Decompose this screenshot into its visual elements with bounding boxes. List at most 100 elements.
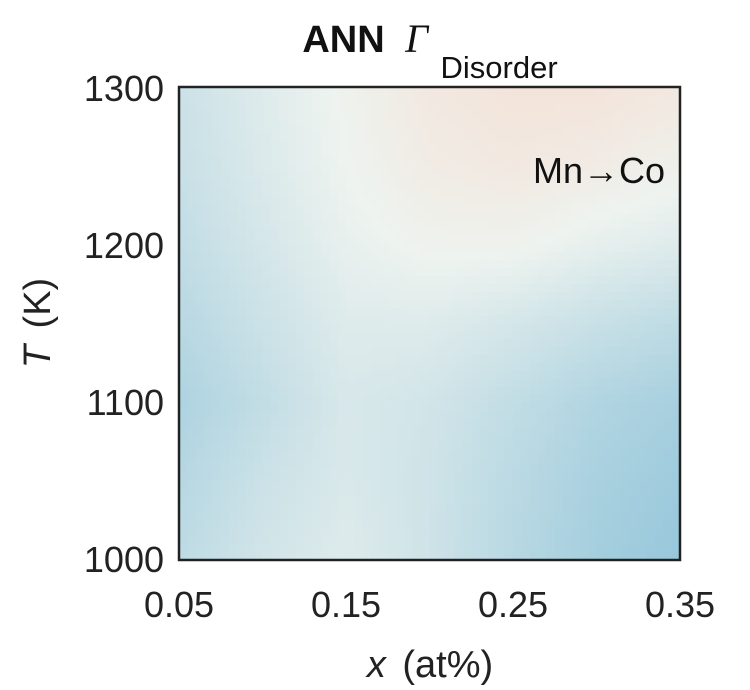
heatmap-cell xyxy=(471,252,481,262)
heatmap-cell xyxy=(362,362,372,372)
heatmap-cell xyxy=(646,284,656,293)
heatmap-cell xyxy=(254,331,264,340)
heatmap-cell xyxy=(579,331,589,340)
heatmap-cell xyxy=(329,402,339,411)
heatmap-cell xyxy=(571,205,581,214)
heatmap-cell xyxy=(179,323,188,332)
heatmap-cell xyxy=(513,236,522,246)
heatmap-cell xyxy=(220,102,230,112)
heatmap-cell xyxy=(354,481,364,490)
heatmap-cell xyxy=(546,118,556,128)
heatmap-cell xyxy=(412,441,422,451)
heatmap-cell xyxy=(204,433,213,443)
heatmap-cell xyxy=(362,94,372,104)
heatmap-cell xyxy=(262,323,272,332)
heatmap-cell xyxy=(237,134,247,143)
heatmap-cell xyxy=(663,150,673,159)
heatmap-cell xyxy=(287,473,297,482)
heatmap-cell xyxy=(446,276,456,285)
heatmap-cell xyxy=(254,355,264,364)
heatmap-cell xyxy=(354,165,364,175)
heatmap-cell xyxy=(654,347,664,356)
heatmap-cell xyxy=(295,228,305,238)
heatmap-cell xyxy=(496,142,506,151)
heatmap-cell xyxy=(588,512,598,522)
heatmap-cell xyxy=(521,425,531,435)
heatmap-cell xyxy=(571,252,581,262)
heatmap-cell xyxy=(279,394,289,403)
heatmap-cell xyxy=(262,244,272,254)
heatmap-cell xyxy=(346,370,355,380)
heatmap-cell xyxy=(362,284,372,293)
heatmap-cell xyxy=(588,142,598,151)
heatmap-cell xyxy=(579,173,589,183)
heatmap-cell xyxy=(454,552,464,560)
heatmap-cell xyxy=(220,544,230,553)
heatmap-cell xyxy=(329,244,339,254)
heatmap-cell xyxy=(437,489,447,498)
heatmap-cell xyxy=(446,378,456,388)
heatmap-cell xyxy=(454,252,464,262)
heatmap-cell xyxy=(487,126,497,135)
heatmap-cell xyxy=(237,394,247,403)
heatmap-cell xyxy=(446,102,456,112)
heatmap-cell xyxy=(412,252,422,262)
heatmap-cell xyxy=(329,299,339,309)
heatmap-cell xyxy=(237,378,247,388)
heatmap-cell xyxy=(538,370,547,380)
heatmap-cell xyxy=(521,126,531,135)
heatmap-cell xyxy=(513,378,522,388)
heatmap-cell xyxy=(429,323,439,332)
heatmap-cell xyxy=(254,339,264,348)
heatmap-cell xyxy=(604,520,614,530)
heatmap-cell xyxy=(563,165,573,175)
heatmap-cell xyxy=(579,181,589,191)
heatmap-cell xyxy=(513,315,522,325)
heatmap-cell xyxy=(538,189,547,198)
heatmap-cell xyxy=(504,126,514,135)
heatmap-cell xyxy=(496,552,506,560)
heatmap-cell xyxy=(479,355,489,364)
heatmap-cell xyxy=(579,481,589,490)
heatmap-cell xyxy=(304,433,314,443)
heatmap-cell xyxy=(396,110,406,120)
heatmap-cell xyxy=(604,425,614,435)
heatmap-cell xyxy=(638,331,648,340)
heatmap-cell xyxy=(387,544,397,553)
heatmap-cell xyxy=(554,489,564,498)
heatmap-cell xyxy=(563,221,573,230)
heatmap-cell xyxy=(371,362,380,372)
heatmap-cell xyxy=(262,402,272,411)
heatmap-cell xyxy=(496,94,506,104)
heatmap-cell xyxy=(462,268,472,277)
heatmap-cell xyxy=(245,355,255,364)
heatmap-cell xyxy=(546,457,556,466)
heatmap-cell xyxy=(421,489,431,498)
heatmap-cell xyxy=(320,378,330,388)
heatmap-cell xyxy=(237,410,247,419)
heatmap-cell xyxy=(663,291,673,301)
heatmap-cell xyxy=(187,370,197,380)
heatmap-cell xyxy=(404,165,414,175)
heatmap-cell xyxy=(471,228,481,238)
heatmap-cell xyxy=(287,347,297,356)
heatmap-cell xyxy=(329,496,339,506)
heatmap-cell xyxy=(387,213,397,222)
heatmap-cell xyxy=(554,102,564,112)
heatmap-cell xyxy=(379,142,389,151)
heatmap-cell xyxy=(437,268,447,277)
heatmap-cell xyxy=(270,441,280,451)
heatmap-cell xyxy=(371,449,380,459)
heatmap-cell xyxy=(362,323,372,332)
heatmap-cell xyxy=(563,260,573,269)
heatmap-cell xyxy=(487,197,497,206)
heatmap-cell xyxy=(471,449,481,459)
heatmap-cell xyxy=(462,244,472,254)
heatmap-cell xyxy=(454,260,464,269)
heatmap-cell xyxy=(245,150,255,159)
heatmap-cell xyxy=(229,544,239,553)
heatmap-cell xyxy=(304,157,314,167)
heatmap-cell xyxy=(195,457,205,466)
heatmap-cell xyxy=(220,489,230,498)
heatmap-cell xyxy=(437,181,447,191)
